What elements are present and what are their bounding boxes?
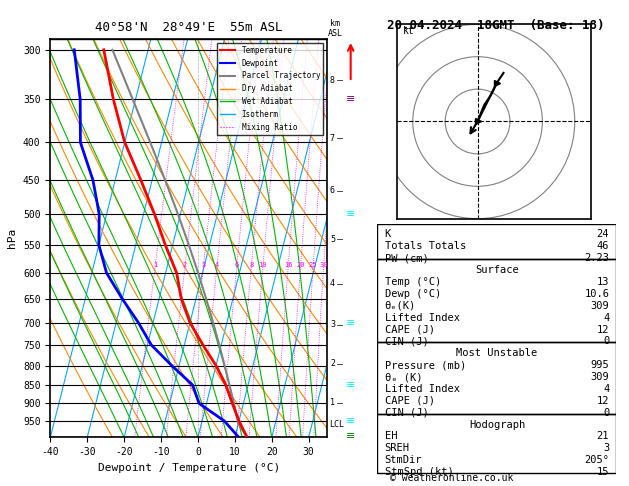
Text: 15: 15 (597, 467, 610, 477)
Text: 7: 7 (330, 134, 335, 143)
Text: 4: 4 (330, 279, 335, 288)
Text: LCL: LCL (329, 420, 344, 429)
Text: CAPE (J): CAPE (J) (384, 396, 435, 406)
Text: 3: 3 (330, 320, 335, 330)
Text: ≡: ≡ (346, 380, 355, 390)
Bar (377, 414, 616, 473)
Text: 10: 10 (259, 261, 267, 267)
Text: 4: 4 (603, 384, 610, 394)
Text: 6: 6 (330, 187, 335, 195)
Text: ≡: ≡ (346, 431, 355, 441)
Text: Most Unstable: Most Unstable (456, 348, 538, 358)
Text: 309: 309 (591, 372, 610, 382)
Text: ≡: ≡ (346, 416, 355, 426)
Text: ≡: ≡ (346, 94, 355, 104)
Title: 40°58'N  28°49'E  55m ASL: 40°58'N 28°49'E 55m ASL (95, 20, 282, 34)
Text: Pressure (mb): Pressure (mb) (384, 360, 466, 370)
Text: 5: 5 (330, 235, 335, 243)
Text: 4: 4 (603, 312, 610, 323)
Text: EH: EH (384, 432, 397, 441)
Text: Lifted Index: Lifted Index (384, 384, 460, 394)
Text: 0: 0 (603, 408, 610, 417)
Text: 21: 21 (597, 432, 610, 441)
Text: 995: 995 (591, 360, 610, 370)
Text: 0: 0 (603, 336, 610, 347)
Text: SREH: SREH (384, 443, 409, 453)
Text: 2: 2 (182, 261, 187, 267)
X-axis label: Dewpoint / Temperature (°C): Dewpoint / Temperature (°C) (97, 463, 280, 473)
Text: Temp (°C): Temp (°C) (384, 277, 441, 287)
Text: Lifted Index: Lifted Index (384, 312, 460, 323)
Text: 1: 1 (330, 398, 335, 407)
Text: 4: 4 (214, 261, 219, 267)
Text: © weatheronline.co.uk: © weatheronline.co.uk (390, 473, 513, 483)
Legend: Temperature, Dewpoint, Parcel Trajectory, Dry Adiabat, Wet Adiabat, Isotherm, Mi: Temperature, Dewpoint, Parcel Trajectory… (217, 43, 323, 135)
Text: 3: 3 (201, 261, 206, 267)
Text: Dewp (°C): Dewp (°C) (384, 289, 441, 299)
Text: 10.6: 10.6 (584, 289, 610, 299)
Text: θₑ(K): θₑ(K) (384, 301, 416, 311)
Bar (377, 259, 616, 342)
Text: 30: 30 (320, 261, 328, 267)
Text: 8: 8 (330, 76, 335, 85)
Text: CIN (J): CIN (J) (384, 408, 428, 417)
Bar (377, 342, 616, 414)
Text: kt: kt (403, 26, 415, 36)
Title: km
ASL: km ASL (328, 18, 342, 38)
Text: ≡: ≡ (346, 317, 355, 328)
Text: 3: 3 (603, 443, 610, 453)
Text: Hodograph: Hodograph (469, 419, 525, 430)
Bar (377, 224, 616, 259)
Text: 20.04.2024  18GMT  (Base: 18): 20.04.2024 18GMT (Base: 18) (387, 19, 604, 32)
Text: PW (cm): PW (cm) (384, 253, 428, 263)
Text: 16: 16 (284, 261, 292, 267)
Text: StmDir: StmDir (384, 455, 422, 465)
Text: 25: 25 (309, 261, 318, 267)
Text: 1: 1 (153, 261, 157, 267)
Text: θₑ (K): θₑ (K) (384, 372, 422, 382)
Text: 8: 8 (249, 261, 253, 267)
Text: 2.23: 2.23 (584, 253, 610, 263)
Text: 12: 12 (597, 325, 610, 334)
Text: StmSpd (kt): StmSpd (kt) (384, 467, 454, 477)
Text: 205°: 205° (584, 455, 610, 465)
Text: 46: 46 (597, 242, 610, 251)
Text: K: K (384, 229, 391, 240)
Text: CIN (J): CIN (J) (384, 336, 428, 347)
Text: 20: 20 (296, 261, 304, 267)
Text: 13: 13 (597, 277, 610, 287)
Text: ≡: ≡ (346, 209, 355, 219)
Text: CAPE (J): CAPE (J) (384, 325, 435, 334)
Text: 6: 6 (235, 261, 239, 267)
Text: Surface: Surface (475, 265, 519, 275)
Y-axis label: hPa: hPa (8, 228, 18, 248)
Text: 24: 24 (597, 229, 610, 240)
Text: 309: 309 (591, 301, 610, 311)
Text: 12: 12 (597, 396, 610, 406)
Text: 2: 2 (330, 359, 335, 368)
Text: Totals Totals: Totals Totals (384, 242, 466, 251)
